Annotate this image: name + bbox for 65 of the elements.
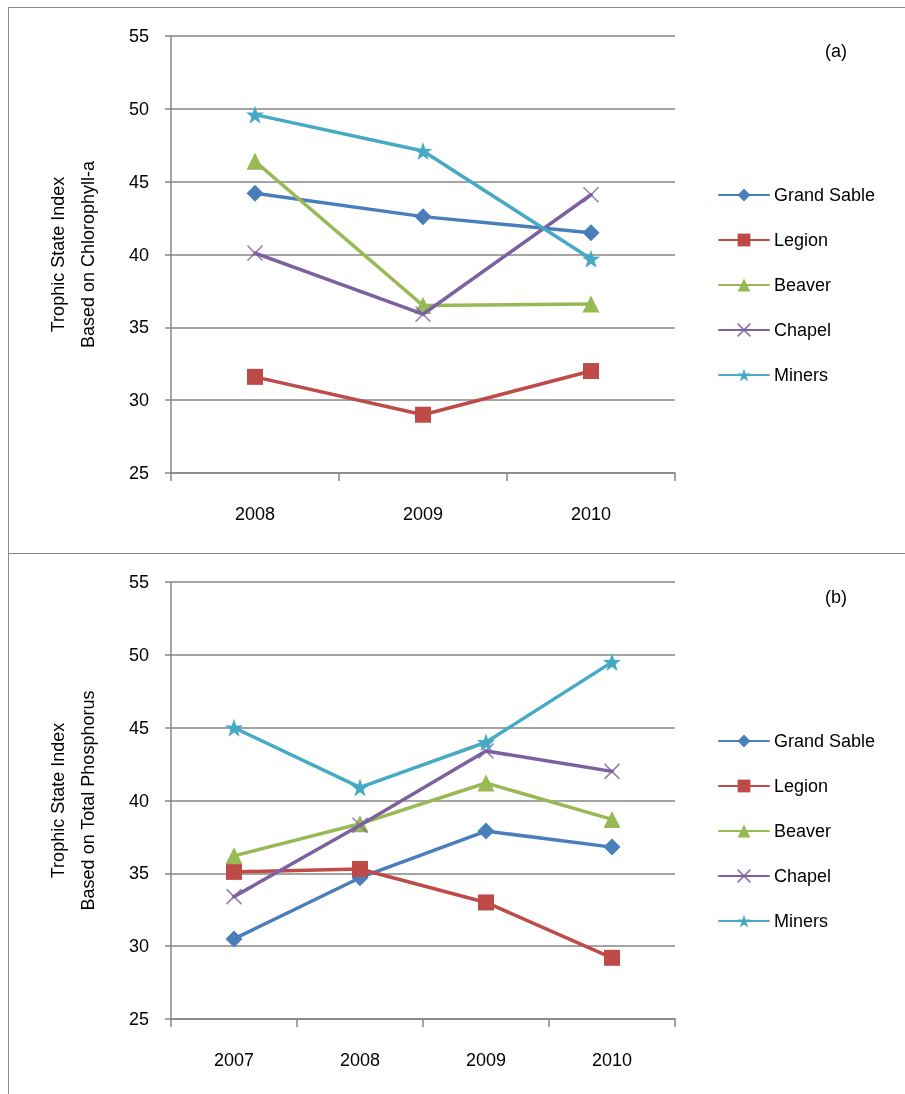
point <box>582 224 600 242</box>
point <box>477 822 495 840</box>
y-tick-label: 25 <box>128 463 149 483</box>
point <box>226 863 242 880</box>
legend-label: Grand Sable <box>774 731 876 751</box>
point <box>246 244 264 262</box>
point <box>604 949 620 966</box>
point <box>478 894 494 911</box>
point <box>246 152 264 170</box>
point <box>225 847 243 865</box>
y-axis-title: Trophic State Index Based on Total Phosphorus <box>48 690 98 911</box>
legend-label: Chapel <box>774 320 832 340</box>
x-tick-label: 2009 <box>465 1050 507 1070</box>
y-tick-label: 55 <box>128 572 149 592</box>
legend-label: Miners <box>774 365 829 385</box>
point <box>582 186 600 204</box>
y-tick-label: 50 <box>128 98 149 119</box>
y-tick-label: 45 <box>128 171 149 192</box>
point <box>603 838 621 856</box>
y-tick-label: 30 <box>128 390 149 411</box>
point <box>352 860 368 877</box>
x-tick-label: 2009 <box>402 504 444 524</box>
text: (a) <box>825 41 847 61</box>
point <box>225 930 243 948</box>
y-tick-label: 35 <box>128 863 149 884</box>
point <box>246 184 264 202</box>
x-tick-label: 2007 <box>213 1050 255 1070</box>
point <box>414 208 432 226</box>
point <box>477 733 495 752</box>
point <box>582 295 600 313</box>
y-tick-label: 25 <box>128 1009 149 1029</box>
point <box>603 763 621 780</box>
legend-label: Legion <box>774 230 829 250</box>
y-tick-label: 45 <box>128 717 149 738</box>
x-tick-label: 2008 <box>339 1050 381 1070</box>
point <box>414 305 432 323</box>
y-axis-title: Trophic State Index Based on Chlorophyll-a <box>48 159 98 349</box>
point <box>225 888 243 905</box>
legend-label: Beaver <box>774 275 832 295</box>
point <box>414 142 432 161</box>
point <box>582 249 600 268</box>
point <box>415 406 431 423</box>
x-tick-label: 2010 <box>570 504 612 524</box>
point <box>225 718 243 737</box>
y-tick-label: 55 <box>128 26 149 46</box>
legend-label: Miners <box>774 911 829 931</box>
text: (b) <box>825 587 847 607</box>
y-tick-label: 30 <box>128 936 149 957</box>
y-tick-label: 35 <box>128 317 149 338</box>
legend-label: Chapel <box>774 866 832 886</box>
point <box>477 774 495 792</box>
y-tick-label: 40 <box>128 244 149 265</box>
legend-label: Grand Sable <box>774 185 876 205</box>
point <box>246 105 264 124</box>
y-tick-label: 50 <box>128 644 149 665</box>
legend-label: Legion <box>774 776 829 796</box>
x-tick-label: 2010 <box>591 1050 633 1070</box>
point <box>603 653 621 672</box>
point <box>583 363 599 380</box>
y-tick-label: 40 <box>128 790 149 811</box>
point <box>247 368 263 385</box>
point <box>351 778 369 797</box>
x-tick-label: 2008 <box>234 504 276 524</box>
legend-label: Beaver <box>774 821 832 841</box>
point <box>603 810 621 828</box>
